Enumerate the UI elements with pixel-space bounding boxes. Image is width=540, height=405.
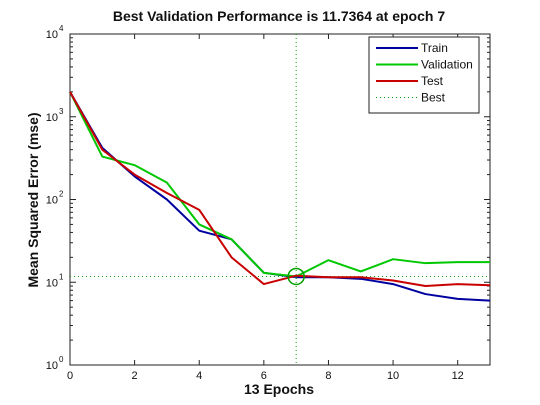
y-tick-exponent: 1 — [59, 272, 64, 281]
x-tick-label: 12 — [452, 370, 464, 382]
x-tick-label: 8 — [325, 370, 331, 382]
y-tick-label: 10 — [46, 277, 58, 289]
x-axis-label: 13 Epochs — [244, 381, 314, 397]
y-tick-exponent: 0 — [59, 355, 64, 364]
y-tick-label: 10 — [46, 29, 58, 41]
legend-label-test: Test — [421, 74, 444, 88]
legend: Train Validation Test Best — [368, 36, 480, 114]
best-point-marker — [287, 267, 305, 286]
legend-box — [368, 36, 480, 114]
y-axis-label: Mean Squared Error (mse) — [25, 112, 41, 287]
x-tick-label: 2 — [132, 370, 138, 382]
y-tick-exponent: 4 — [59, 24, 64, 33]
y-tick-label: 10 — [46, 360, 58, 372]
x-tick-label: 0 — [67, 370, 73, 382]
y-tick-exponent: 2 — [59, 190, 64, 199]
x-tick-label: 4 — [196, 370, 202, 382]
y-tick-exponent: 3 — [59, 107, 64, 116]
x-tick-label: 6 — [261, 370, 267, 382]
y-tick-label: 10 — [46, 112, 58, 124]
legend-label-best: Best — [421, 91, 446, 105]
series-lines — [69, 91, 491, 302]
legend-label-train: Train — [421, 41, 448, 55]
x-tick-label: 10 — [387, 370, 399, 382]
series-line-validation — [69, 91, 490, 278]
legend-label-validation: Validation — [421, 58, 473, 72]
y-tick-label: 10 — [46, 195, 58, 207]
series-line-test — [69, 91, 491, 288]
chart-title: Best Validation Performance is 11.7364 a… — [113, 8, 445, 24]
